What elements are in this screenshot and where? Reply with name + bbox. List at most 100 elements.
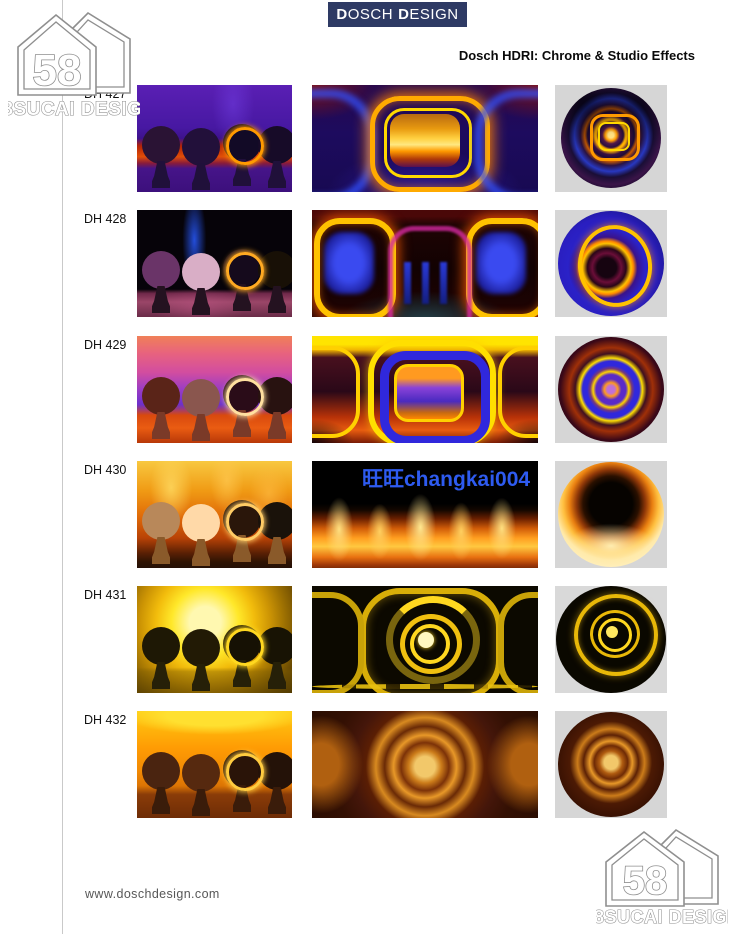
- product-row-dh427: DH 427: [0, 85, 730, 192]
- dh427-panorama-image: [312, 85, 538, 192]
- sphere-stand: [268, 412, 286, 439]
- watermark-number: 58: [33, 46, 82, 95]
- product-label-dh432: DH 432: [84, 713, 127, 727]
- sphere-stand: [268, 286, 286, 313]
- dh431-preview-image: [137, 586, 292, 693]
- glow-ring-shape: [226, 127, 264, 165]
- product-row-dh432: DH 432: [0, 711, 730, 818]
- light-probe-sphere: [558, 337, 664, 442]
- dh430-panorama-image: 旺旺changkai004: [312, 461, 538, 568]
- light-stripe-shape: [312, 684, 538, 689]
- product-label-dh430: DH 430: [84, 463, 127, 477]
- product-row-dh430: DH 430 旺旺changkai004: [0, 461, 730, 568]
- light-probe-sphere: [556, 586, 666, 693]
- ring-shape: [314, 218, 396, 317]
- dh428-preview-image: [137, 210, 292, 317]
- sphere-stand: [233, 410, 251, 437]
- light-stripe-shape: [440, 262, 447, 304]
- ring-shape: [590, 610, 640, 658]
- sphere-silhouette: [182, 128, 220, 166]
- watermark-number: 58: [623, 859, 668, 903]
- brand-logo: D OSCH D ESIGN: [328, 2, 467, 27]
- house-outline-shape: [17, 13, 97, 96]
- house-outline-shape: [605, 830, 685, 907]
- sphere-stand: [152, 412, 170, 439]
- glow-core-shape: [394, 364, 464, 422]
- brand-text: OSCH: [347, 6, 394, 23]
- sphere-stand: [152, 286, 170, 313]
- sphere-stand: [192, 539, 210, 566]
- sphere-silhouette: [142, 752, 180, 790]
- ring-shape: [380, 351, 490, 443]
- dh431-panorama-image: [312, 586, 538, 693]
- sphere-stand: [152, 161, 170, 188]
- brand-letter: D: [336, 6, 348, 23]
- sphere-silhouette: [142, 377, 180, 415]
- glow-ring-shape: [226, 503, 264, 541]
- house-outline-shape: [23, 21, 91, 90]
- ring-shape: [312, 592, 364, 693]
- page-title: Dosch HDRI: Chrome & Studio Effects: [458, 48, 695, 63]
- ring-shape: [410, 624, 450, 664]
- ring-shape: [574, 594, 658, 676]
- seller-watermark-text: 旺旺changkai004: [362, 468, 531, 491]
- ring-shape: [572, 220, 658, 312]
- product-row-dh428: DH 428: [0, 210, 730, 317]
- dh432-panorama-image: [312, 711, 538, 818]
- glow-core-shape: [390, 114, 460, 167]
- product-label-dh431: DH 431: [84, 588, 127, 602]
- sphere-silhouette: [182, 253, 220, 291]
- glow-core-shape: [606, 626, 618, 638]
- sphere-stand: [233, 660, 251, 687]
- glow-ring-shape: [226, 252, 264, 290]
- dh428-spherical-map-image: [555, 210, 667, 317]
- glow-ring-shape: [226, 378, 264, 416]
- sphere-silhouette: [142, 627, 180, 665]
- sphere-silhouette: [142, 126, 180, 164]
- sphere-silhouette: [182, 629, 220, 667]
- sphere-stand: [233, 785, 251, 812]
- light-stripe-shape: [404, 262, 411, 304]
- sphere-stand: [192, 789, 210, 816]
- brand-letter: D: [398, 6, 410, 23]
- light-probe-sphere: [558, 712, 664, 817]
- glow-ring-shape: [226, 628, 264, 666]
- ring-shape: [400, 614, 462, 674]
- website-link[interactable]: www.doschdesign.com: [85, 887, 220, 901]
- sphere-stand: [233, 159, 251, 186]
- product-label-dh428: DH 428: [84, 212, 127, 226]
- dh430-spherical-map-image: [555, 461, 667, 568]
- glow-ring-shape: [226, 753, 264, 791]
- sphere-silhouette: [182, 379, 220, 417]
- sphere-stand: [268, 787, 286, 814]
- dh429-panorama-image: [312, 336, 538, 443]
- product-row-dh429: DH 429: [0, 336, 730, 443]
- sphere-stand: [192, 414, 210, 441]
- light-probe-sphere: [558, 211, 664, 316]
- margin-guide-line: [62, 0, 63, 934]
- product-label-dh429: DH 429: [84, 338, 127, 352]
- sphere-stand: [233, 284, 251, 311]
- dh427-spherical-map-image: [555, 85, 667, 192]
- sphere-stand: [192, 163, 210, 190]
- dh432-spherical-map-image: [555, 711, 667, 818]
- sphere-silhouette: [182, 754, 220, 792]
- dh429-preview-image: [137, 336, 292, 443]
- dh429-spherical-map-image: [555, 336, 667, 443]
- brand-text: ESIGN: [409, 6, 459, 23]
- ring-shape: [598, 618, 632, 652]
- sphere-stand: [268, 537, 286, 564]
- ring-shape: [312, 346, 360, 438]
- sphere-stand: [268, 662, 286, 689]
- house-outline-shape: [611, 838, 679, 901]
- ring-shape: [590, 114, 640, 161]
- sphere-silhouette: [142, 251, 180, 289]
- dh431-spherical-map-image: [555, 586, 667, 693]
- ring-shape: [498, 592, 538, 693]
- sphere-silhouette: [142, 502, 180, 540]
- sphere-stand: [192, 288, 210, 315]
